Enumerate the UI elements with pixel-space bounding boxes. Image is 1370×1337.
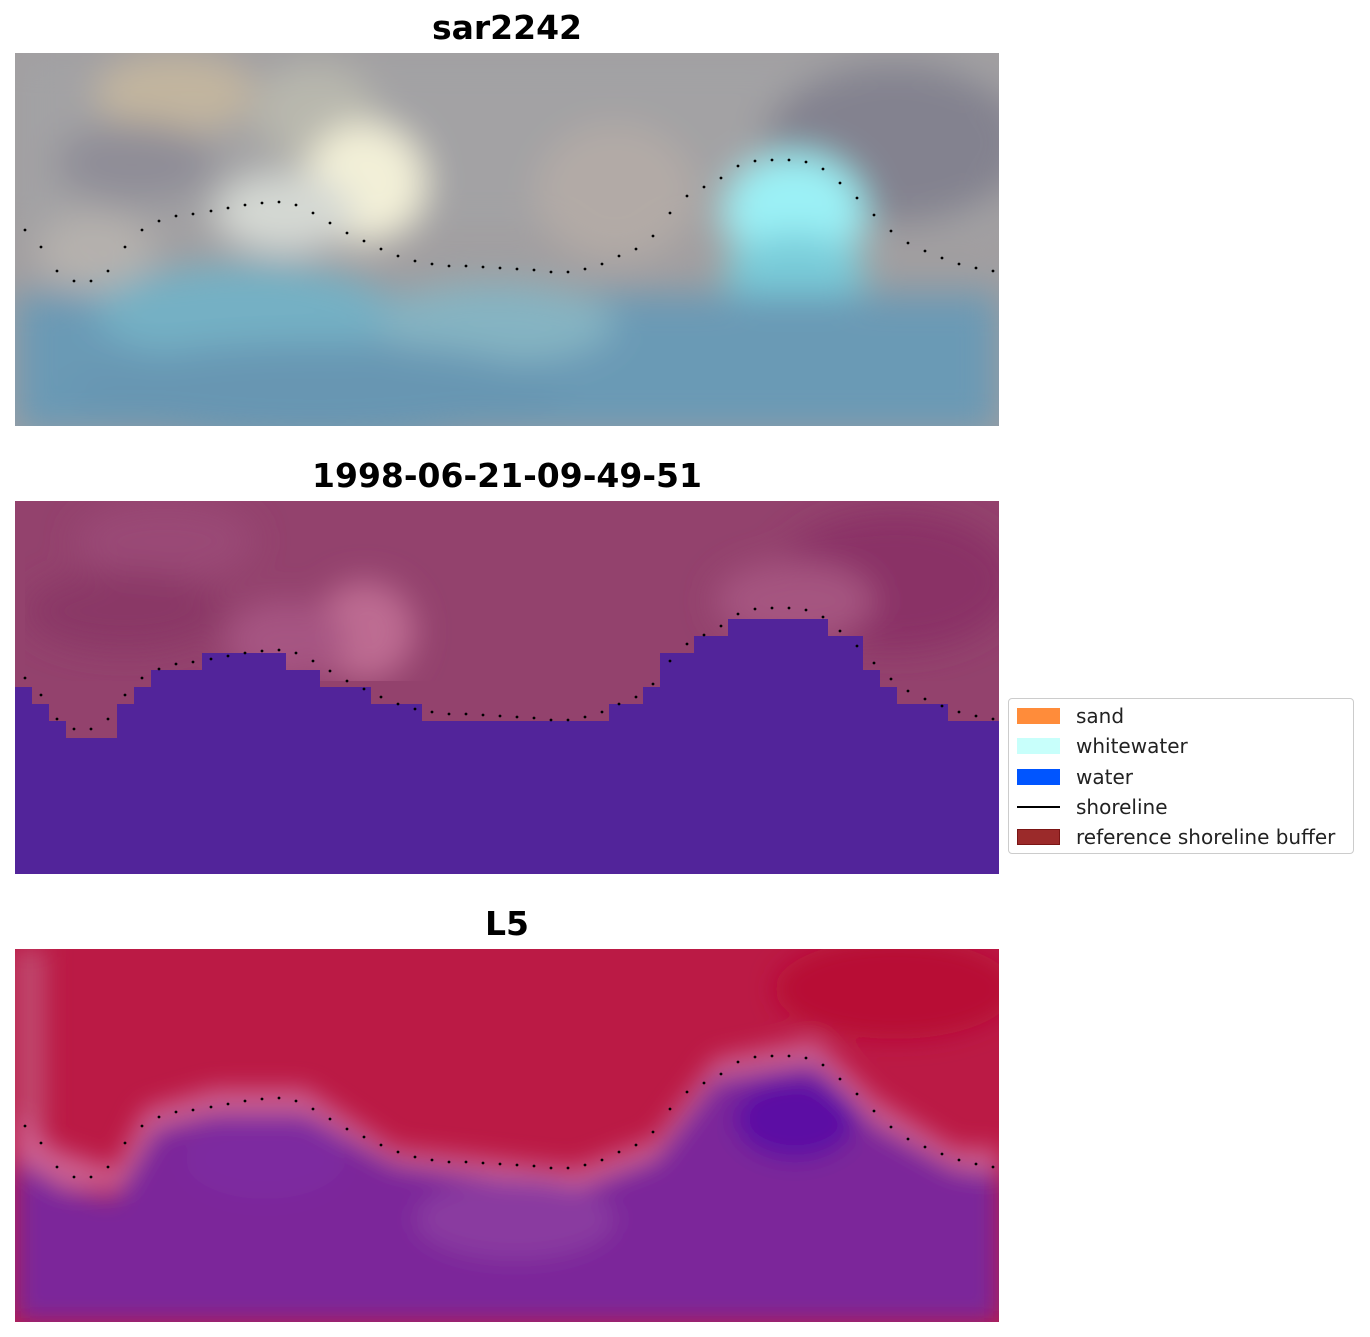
legend-item-whitewater: whitewater	[1017, 734, 1188, 758]
classified-image-panel	[15, 501, 999, 874]
legend-label: water	[1076, 765, 1133, 789]
legend-label: shoreline	[1076, 795, 1168, 819]
water-swatch	[1017, 769, 1060, 785]
legend-item-shoreline: shoreline	[1017, 795, 1168, 819]
panel-title-satellite: L5	[485, 904, 529, 943]
panel-title-date: 1998-06-21-09-49-51	[312, 456, 702, 495]
legend-item-buffer: reference shoreline buffer	[1017, 825, 1335, 849]
legend-label: sand	[1076, 704, 1125, 728]
rgb-image-panel	[15, 53, 999, 426]
legend-item-sand: sand	[1017, 704, 1124, 728]
sand-swatch	[1017, 708, 1060, 724]
shoreline-1	[23, 158, 995, 283]
rgb-image	[15, 53, 999, 426]
index-image-panel	[15, 949, 999, 1322]
whitewater-swatch	[1017, 738, 1060, 754]
shoreline-2	[23, 606, 995, 731]
classified-image	[15, 501, 999, 874]
legend: sand whitewater water shoreline referenc…	[1008, 698, 1354, 854]
index-image	[15, 949, 999, 1322]
water-mask	[15, 619, 999, 874]
legend-label: reference shoreline buffer	[1076, 825, 1336, 849]
shoreline-3	[23, 1054, 995, 1179]
legend-label: whitewater	[1076, 734, 1188, 758]
shoreline-swatch	[1017, 806, 1060, 808]
legend-item-water: water	[1017, 765, 1133, 789]
panel-title-rgb: sar2242	[431, 8, 583, 47]
buffer-swatch	[1017, 829, 1060, 845]
